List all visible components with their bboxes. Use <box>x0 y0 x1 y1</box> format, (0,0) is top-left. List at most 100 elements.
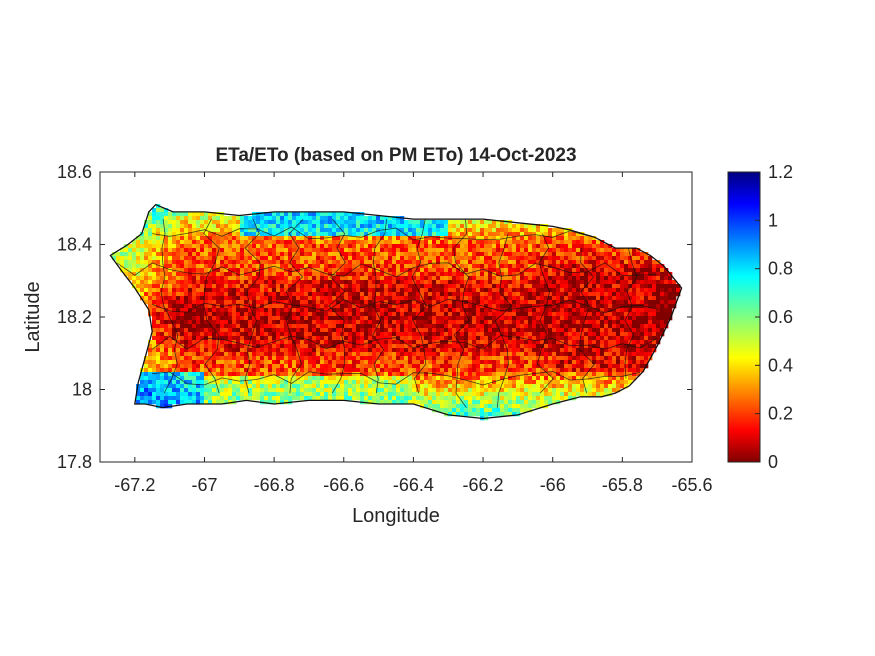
heatmap-cell <box>504 348 509 353</box>
heatmap-cell <box>324 308 329 313</box>
heatmap-cell <box>548 236 553 241</box>
heatmap-cell <box>288 352 293 357</box>
heatmap-cell <box>524 380 529 385</box>
heatmap-cell <box>312 344 317 349</box>
heatmap-cell <box>520 240 525 245</box>
heatmap-cell <box>156 316 161 321</box>
heatmap-cell <box>196 216 201 221</box>
heatmap-cell <box>520 296 525 301</box>
heatmap-cell <box>496 292 501 297</box>
heatmap-cell <box>188 232 193 237</box>
heatmap-cell <box>264 352 269 357</box>
heatmap-cell <box>472 316 477 321</box>
heatmap-cell <box>324 380 329 385</box>
heatmap-cell <box>504 272 509 277</box>
heatmap-cell <box>156 280 161 285</box>
heatmap-cell <box>528 356 533 361</box>
heatmap-cell <box>504 408 509 413</box>
heatmap-cell <box>168 352 173 357</box>
heatmap-cell <box>400 280 405 285</box>
heatmap-cell <box>304 316 309 321</box>
heatmap-cell <box>212 384 217 389</box>
heatmap-cell <box>168 236 173 241</box>
heatmap-cell <box>436 288 441 293</box>
heatmap-cell <box>432 248 437 253</box>
heatmap-cell <box>384 312 389 317</box>
heatmap-cell <box>304 356 309 361</box>
heatmap-cell <box>260 292 265 297</box>
heatmap-cell <box>444 368 449 373</box>
heatmap-cell <box>320 232 325 237</box>
heatmap-cell <box>384 396 389 401</box>
heatmap-cell <box>180 324 185 329</box>
heatmap-cell <box>268 248 273 253</box>
heatmap-cell <box>316 252 321 257</box>
heatmap-cell <box>540 264 545 269</box>
heatmap-cell <box>184 224 189 229</box>
heatmap-cell <box>428 396 433 401</box>
heatmap-cell <box>484 276 489 281</box>
heatmap-cell <box>336 272 341 277</box>
heatmap-cell <box>396 396 401 401</box>
heatmap-cell <box>316 284 321 289</box>
heatmap-cell <box>464 304 469 309</box>
heatmap-cell <box>388 312 393 317</box>
heatmap-cell <box>544 296 549 301</box>
heatmap-cell <box>552 328 557 333</box>
heatmap-cell <box>480 252 485 257</box>
heatmap-cell <box>192 244 197 249</box>
heatmap-cell <box>416 252 421 257</box>
heatmap-cell <box>184 292 189 297</box>
heatmap-cell <box>164 400 169 405</box>
heatmap-cell <box>512 364 517 369</box>
heatmap-cell <box>228 256 233 261</box>
heatmap-cell <box>540 336 545 341</box>
heatmap-cell <box>260 244 265 249</box>
heatmap-cell <box>516 348 521 353</box>
heatmap-cell <box>344 260 349 265</box>
heatmap-cell <box>492 344 497 349</box>
heatmap-cell <box>488 344 493 349</box>
heatmap-cell <box>532 236 537 241</box>
heatmap-cell <box>436 256 441 261</box>
heatmap-cell <box>364 312 369 317</box>
heatmap-cell <box>332 344 337 349</box>
heatmap-cell <box>408 316 413 321</box>
heatmap-cell <box>272 372 277 377</box>
heatmap-cell <box>356 360 361 365</box>
heatmap-cell <box>224 340 229 345</box>
heatmap-cell <box>252 328 257 333</box>
heatmap-cell <box>280 228 285 233</box>
heatmap-cell <box>416 284 421 289</box>
heatmap-cell <box>396 300 401 305</box>
heatmap-cell <box>432 400 437 405</box>
heatmap-cell <box>440 248 445 253</box>
heatmap-cell <box>300 292 305 297</box>
heatmap-cell <box>260 368 265 373</box>
heatmap-cell <box>192 336 197 341</box>
heatmap-cell <box>488 356 493 361</box>
heatmap-cell <box>372 400 377 405</box>
heatmap-cell <box>148 260 153 265</box>
heatmap-cell <box>528 360 533 365</box>
heatmap-cell <box>288 376 293 381</box>
heatmap-cell <box>304 276 309 281</box>
heatmap-cell <box>256 380 261 385</box>
heatmap-cell <box>484 388 489 393</box>
heatmap-cell <box>232 324 237 329</box>
heatmap-cell <box>248 376 253 381</box>
heatmap-cell <box>184 348 189 353</box>
heatmap-cell <box>156 380 161 385</box>
heatmap-cell <box>276 304 281 309</box>
heatmap-cell <box>548 256 553 261</box>
heatmap-cell <box>476 244 481 249</box>
heatmap-cell <box>344 248 349 253</box>
heatmap-cell <box>148 284 153 289</box>
heatmap-cell <box>240 244 245 249</box>
heatmap-cell <box>264 316 269 321</box>
heatmap-cell <box>248 248 253 253</box>
heatmap-cell <box>308 396 313 401</box>
heatmap-cell <box>276 268 281 273</box>
heatmap-cell <box>380 400 385 405</box>
heatmap-cell <box>452 244 457 249</box>
